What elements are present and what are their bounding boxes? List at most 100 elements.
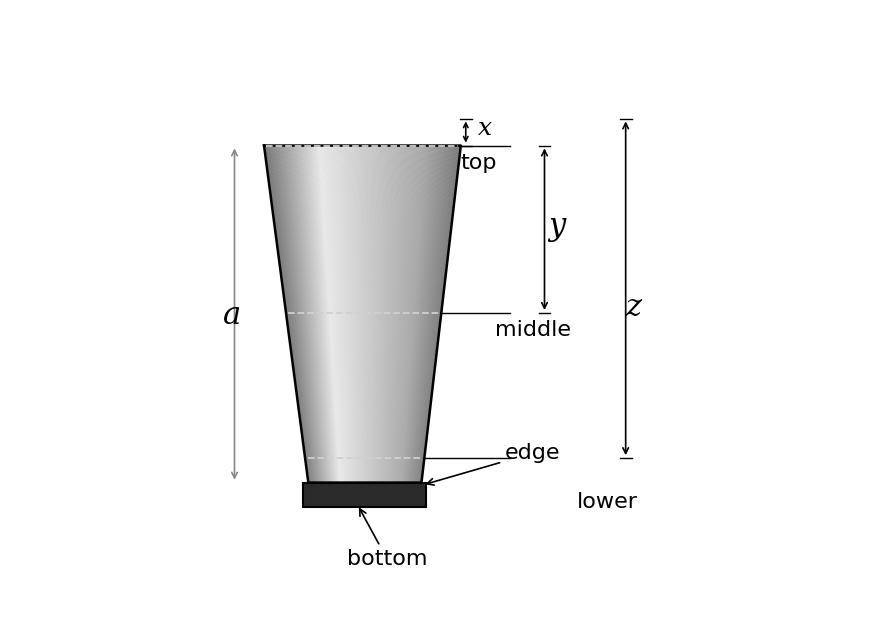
Polygon shape xyxy=(387,146,402,482)
Polygon shape xyxy=(397,146,419,482)
Polygon shape xyxy=(275,146,315,482)
Polygon shape xyxy=(378,146,385,482)
Polygon shape xyxy=(400,146,423,482)
Polygon shape xyxy=(298,146,328,482)
Polygon shape xyxy=(417,146,453,482)
Polygon shape xyxy=(364,146,366,482)
Polygon shape xyxy=(302,146,330,482)
Text: x: x xyxy=(478,117,492,140)
Polygon shape xyxy=(406,146,434,482)
Polygon shape xyxy=(348,146,356,482)
Polygon shape xyxy=(310,146,335,482)
Polygon shape xyxy=(287,146,322,482)
Polygon shape xyxy=(278,146,317,482)
Polygon shape xyxy=(407,146,436,482)
Polygon shape xyxy=(414,146,448,482)
Polygon shape xyxy=(407,146,436,482)
Polygon shape xyxy=(282,146,319,482)
Polygon shape xyxy=(381,146,391,482)
Polygon shape xyxy=(337,146,351,482)
Polygon shape xyxy=(412,146,444,482)
Polygon shape xyxy=(401,146,427,482)
Polygon shape xyxy=(302,146,330,482)
Polygon shape xyxy=(419,146,457,482)
Polygon shape xyxy=(373,146,377,482)
Polygon shape xyxy=(350,146,358,482)
Polygon shape xyxy=(277,146,316,482)
Polygon shape xyxy=(346,146,356,482)
Polygon shape xyxy=(392,146,411,482)
Polygon shape xyxy=(344,146,355,482)
Polygon shape xyxy=(417,146,454,482)
Polygon shape xyxy=(382,146,393,482)
Polygon shape xyxy=(326,146,345,482)
Polygon shape xyxy=(379,146,387,482)
Polygon shape xyxy=(269,146,312,482)
Polygon shape xyxy=(339,146,352,482)
Polygon shape xyxy=(293,146,326,482)
Text: a: a xyxy=(223,300,241,331)
Polygon shape xyxy=(340,146,352,482)
Polygon shape xyxy=(382,146,392,482)
Polygon shape xyxy=(388,146,403,482)
Polygon shape xyxy=(392,146,408,482)
Polygon shape xyxy=(414,146,448,482)
Polygon shape xyxy=(306,146,333,482)
Polygon shape xyxy=(299,146,329,482)
Polygon shape xyxy=(371,146,374,482)
Polygon shape xyxy=(276,146,316,482)
Polygon shape xyxy=(393,146,412,482)
Polygon shape xyxy=(410,146,442,482)
Polygon shape xyxy=(335,146,349,482)
Polygon shape xyxy=(375,146,380,482)
Polygon shape xyxy=(377,146,383,482)
Polygon shape xyxy=(301,146,330,482)
Polygon shape xyxy=(316,146,338,482)
Polygon shape xyxy=(303,146,331,482)
Polygon shape xyxy=(268,146,312,482)
Polygon shape xyxy=(312,146,336,482)
Polygon shape xyxy=(386,146,400,482)
Polygon shape xyxy=(391,146,407,482)
Polygon shape xyxy=(319,146,341,482)
Polygon shape xyxy=(399,146,422,482)
Polygon shape xyxy=(360,146,363,482)
Polygon shape xyxy=(300,146,329,482)
Polygon shape xyxy=(309,146,334,482)
Polygon shape xyxy=(404,146,431,482)
Polygon shape xyxy=(378,146,386,482)
Polygon shape xyxy=(371,146,375,482)
Polygon shape xyxy=(376,146,381,482)
Polygon shape xyxy=(363,146,366,482)
Polygon shape xyxy=(411,146,444,482)
Polygon shape xyxy=(392,146,410,482)
Polygon shape xyxy=(334,146,349,482)
Polygon shape xyxy=(376,146,382,482)
Polygon shape xyxy=(278,146,317,482)
Polygon shape xyxy=(313,146,337,482)
Polygon shape xyxy=(356,146,362,482)
Polygon shape xyxy=(385,146,400,482)
Polygon shape xyxy=(267,146,310,482)
Polygon shape xyxy=(383,146,393,482)
Polygon shape xyxy=(265,146,309,482)
Polygon shape xyxy=(390,146,407,482)
Polygon shape xyxy=(406,146,433,482)
Polygon shape xyxy=(282,146,319,482)
Polygon shape xyxy=(304,482,427,507)
Polygon shape xyxy=(381,146,391,482)
Polygon shape xyxy=(378,146,385,482)
Polygon shape xyxy=(402,146,428,482)
Polygon shape xyxy=(389,146,404,482)
Polygon shape xyxy=(383,146,394,482)
Polygon shape xyxy=(392,146,410,482)
Polygon shape xyxy=(414,146,447,482)
Polygon shape xyxy=(407,146,437,482)
Text: lower: lower xyxy=(576,493,637,512)
Polygon shape xyxy=(327,146,345,482)
Polygon shape xyxy=(304,146,332,482)
Polygon shape xyxy=(314,146,337,482)
Polygon shape xyxy=(321,146,341,482)
Polygon shape xyxy=(363,146,365,482)
Polygon shape xyxy=(413,146,446,482)
